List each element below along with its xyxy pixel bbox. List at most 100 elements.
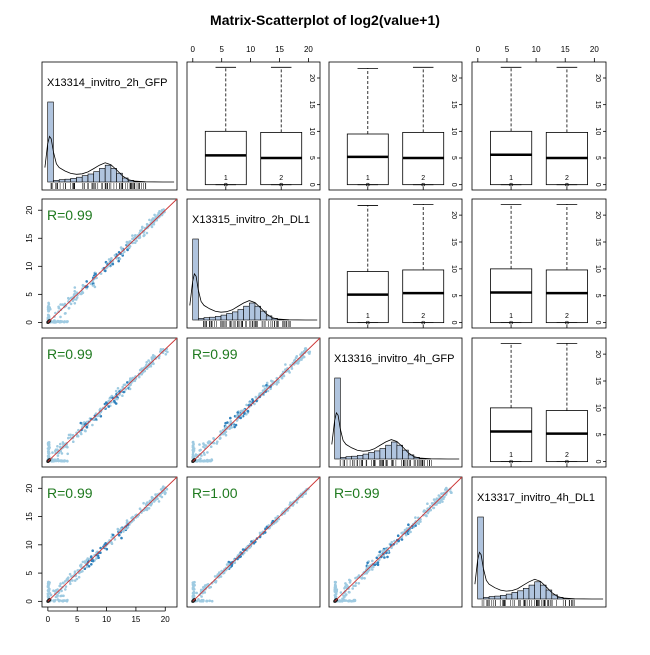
scatter-point (342, 594, 345, 597)
scatter-point (129, 245, 132, 248)
scatter-point (138, 376, 141, 379)
scatter-point (240, 410, 243, 413)
scatter-point (382, 549, 385, 552)
scatter-point (66, 460, 69, 463)
box-value-label: 0 (308, 183, 315, 187)
top-axis-tick-label: 15 (275, 45, 284, 54)
scatter-point (139, 507, 142, 510)
scatter-point (192, 455, 195, 458)
histogram-bar (71, 178, 77, 182)
scatter-point (61, 600, 64, 603)
box-value-label: 10 (308, 127, 315, 135)
scatter-point (401, 538, 404, 541)
scatter-point (372, 566, 375, 569)
scatter-point (344, 585, 347, 588)
histogram-bar (193, 239, 199, 320)
scatter-point (156, 498, 159, 501)
histogram-bar (535, 582, 541, 599)
y-axis-tick-label: 0 (25, 320, 34, 325)
scatter-point (115, 402, 118, 405)
scatter-point (59, 443, 62, 446)
histogram-bar (215, 316, 221, 320)
scatter-point (199, 457, 202, 460)
scatter-point (63, 459, 66, 462)
scatter-point (198, 443, 201, 446)
histogram-bar (335, 378, 341, 459)
scatter-point (207, 441, 210, 444)
box-value-label: 0 (594, 183, 601, 187)
chart-title: Matrix-Scatterplot of log2(value+1) (0, 12, 650, 28)
scatter-point (284, 363, 287, 366)
scatter-point (48, 588, 51, 591)
scatter-point (192, 581, 195, 584)
scatter-point (76, 296, 79, 299)
histogram-bar (65, 179, 71, 182)
scatter-point (294, 359, 297, 362)
scatter-point (263, 385, 266, 388)
scatter-point (106, 548, 109, 551)
scatter-point (291, 367, 294, 370)
scatter-point (414, 524, 417, 527)
histogram-bar (380, 449, 386, 460)
histogram-bar (352, 456, 358, 459)
scatter-point (50, 594, 53, 597)
scatter-point (121, 394, 124, 397)
scatter-point (151, 358, 154, 361)
scatter-point (143, 234, 146, 237)
top-axis-tick-label: 0 (476, 45, 481, 54)
scatter-point (340, 591, 343, 594)
correlation-label: R=0.99 (192, 346, 238, 362)
scatter-point (345, 593, 348, 596)
scatter-point (266, 382, 269, 385)
scatter-point (59, 303, 62, 306)
scatter-point (219, 437, 222, 440)
histogram-bar (238, 310, 244, 321)
scatter-point (60, 590, 63, 593)
scatter-point (212, 437, 215, 440)
histogram-bar (221, 315, 227, 320)
scatter-point (209, 600, 212, 603)
scatter-point (363, 577, 366, 580)
scatter-point (296, 355, 299, 358)
scatter-point (414, 516, 417, 519)
histogram-bar (374, 451, 380, 459)
scatter-point (113, 400, 116, 403)
box-value-label: 5 (450, 156, 457, 160)
box-category-label: 2 (421, 313, 425, 320)
top-axis-tick-label: 0 (191, 45, 196, 54)
histogram-bar (227, 314, 233, 321)
scatter-point (377, 554, 380, 557)
scatter-point (349, 581, 352, 584)
box-value-label: 15 (594, 377, 601, 385)
box-category-label: 2 (565, 313, 569, 320)
scatter-point (202, 600, 205, 603)
histogram-bar (357, 455, 363, 459)
scatter-point (200, 454, 203, 457)
scatter-point (341, 597, 344, 600)
scatter-point (210, 445, 213, 448)
scatter-point (73, 293, 76, 296)
box-value-label: 20 (594, 211, 601, 219)
scatter-point (90, 563, 93, 566)
box-value-label: 10 (594, 404, 601, 412)
scatter-point (117, 260, 120, 263)
histogram-bar (346, 457, 352, 459)
scatter-point (395, 542, 398, 545)
histogram-bar (82, 176, 88, 182)
scatter-point (48, 441, 51, 444)
y-axis-tick-label: 15 (25, 233, 34, 242)
box-category-label: 2 (421, 175, 425, 182)
histogram-bar (391, 442, 397, 459)
x-axis-tick-label: 10 (102, 615, 111, 624)
scatter-point (152, 217, 155, 220)
scatter-point (236, 411, 239, 414)
scatter-point (141, 227, 144, 230)
y-axis-tick-label: 20 (25, 205, 34, 214)
scatter-point (47, 310, 50, 313)
scatter-point (192, 446, 195, 449)
x-axis-tick-label: 20 (161, 615, 170, 624)
scatter-point (54, 590, 57, 593)
scatter-point (67, 437, 70, 440)
scatter-point (122, 530, 125, 533)
